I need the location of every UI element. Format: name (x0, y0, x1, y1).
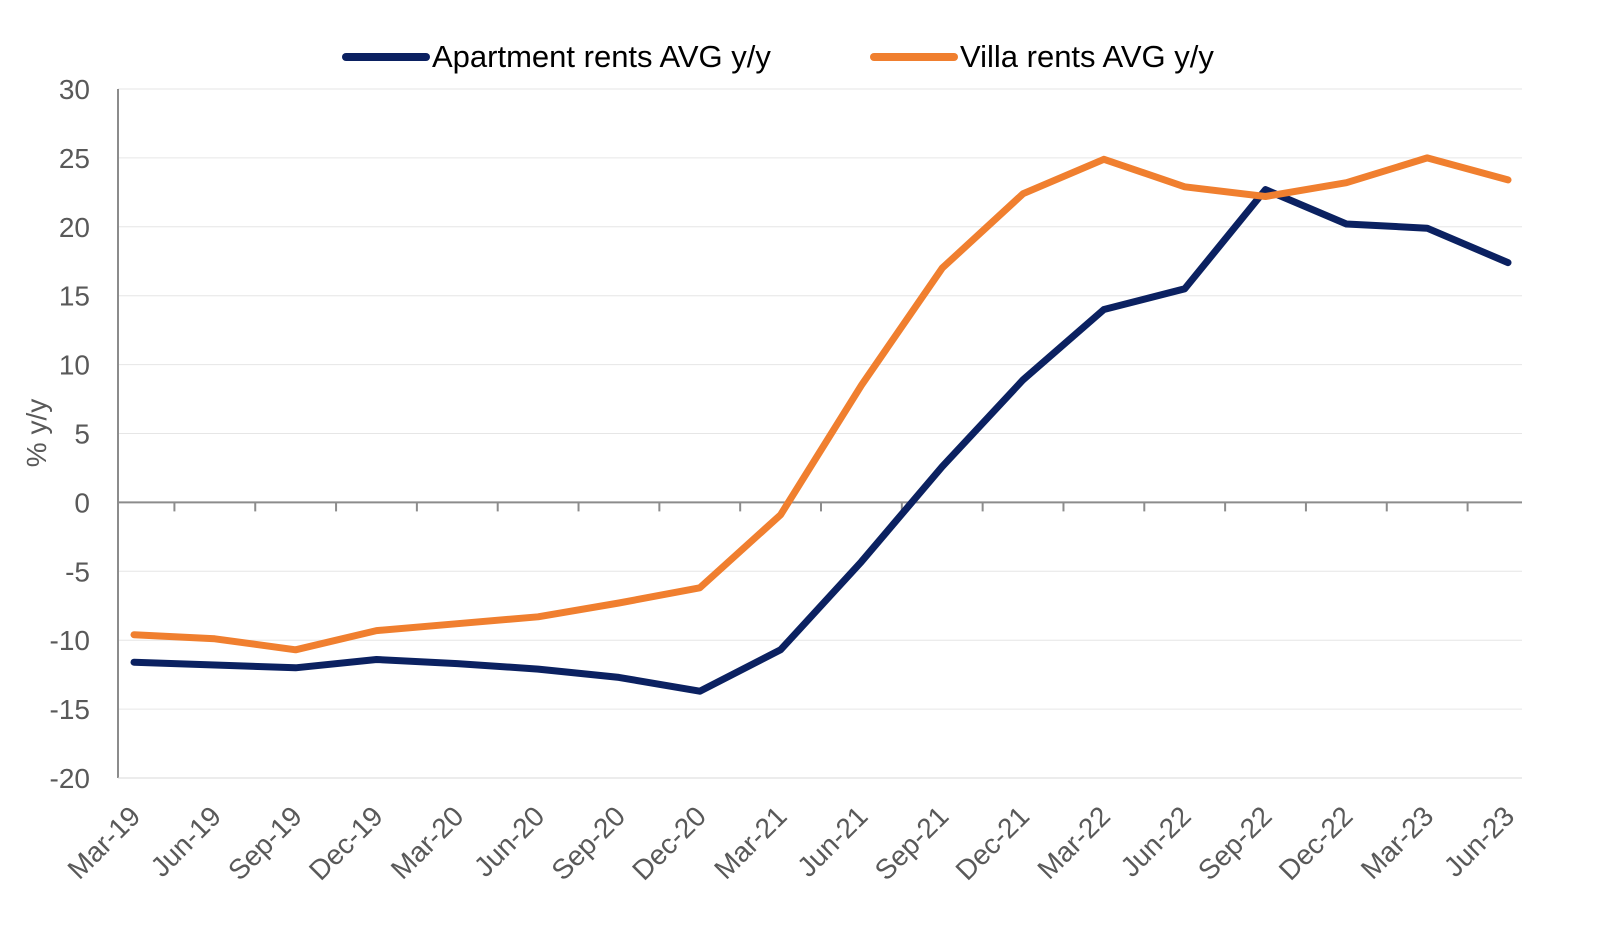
x-tick-label: Sep-20 (545, 800, 631, 886)
gridlines (118, 88, 1522, 710)
y-tick-label: 0 (74, 487, 90, 518)
x-tick-label: Dec-19 (303, 800, 389, 886)
x-tick-label: Dec-20 (626, 800, 712, 886)
x-tick-label: Sep-19 (222, 800, 308, 886)
x-tick-label: Jun-20 (468, 800, 550, 882)
x-tick-label: Jun-22 (1114, 800, 1196, 882)
series-line-villa (130, 154, 1512, 654)
x-tick-label: Mar-21 (708, 800, 793, 885)
x-tick-label: Mar-22 (1031, 800, 1116, 885)
x-tick-label: Jun-19 (145, 800, 227, 882)
y-tick-label: -5 (65, 556, 90, 587)
y-tick-label: -10 (50, 625, 90, 656)
y-tick-label: 30 (59, 74, 90, 105)
legend-label: Villa rents AVG y/y (960, 39, 1214, 74)
y-axis-title: % y/y (21, 399, 52, 467)
y-tick-label: 25 (59, 143, 90, 174)
y-tick-label: -20 (50, 763, 90, 794)
y-tick-label: 10 (59, 350, 90, 381)
x-axis-ticks: Mar-19Jun-19Sep-19Dec-19Mar-20Jun-20Sep-… (62, 800, 1521, 886)
y-axis-ticks: -20 -15 -10 -5 0 5 10 15 20 25 30 (50, 74, 90, 794)
x-tick-label: Sep-22 (1192, 800, 1278, 886)
x-tick-label: Jun-21 (791, 800, 873, 882)
y-tick-label: 15 (59, 281, 90, 312)
x-tick-label: Dec-21 (950, 800, 1036, 886)
legend: Apartment rents AVG y/y Villa rents AVG y… (342, 39, 1214, 74)
series-lines (130, 154, 1512, 695)
x-tick-label: Dec-22 (1273, 800, 1359, 886)
x-tick-label: Mar-19 (62, 800, 147, 885)
y-tick-label: 20 (59, 212, 90, 243)
x-tick-label: Mar-23 (1355, 800, 1440, 885)
x-tick-label: Sep-21 (869, 800, 955, 886)
x-tick-label: Mar-20 (385, 800, 470, 885)
series-line-apartment (130, 186, 1512, 695)
legend-label: Apartment rents AVG y/y (432, 39, 771, 74)
y-tick-label: 5 (74, 419, 90, 450)
axes (117, 89, 1522, 779)
x-tick-label: Jun-23 (1438, 800, 1520, 882)
y-tick-label: -15 (50, 694, 90, 725)
